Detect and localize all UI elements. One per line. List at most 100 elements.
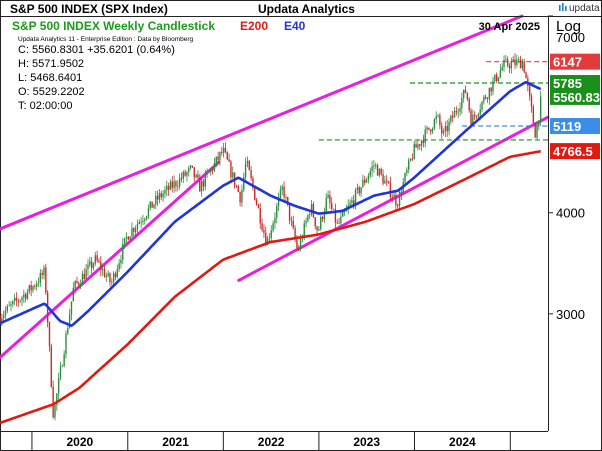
scale-label: Log: [556, 18, 581, 35]
candle-body-up: [343, 211, 346, 213]
candle-body-up: [420, 140, 423, 146]
x-tick-label: 2020: [67, 435, 94, 449]
candle-body-up: [32, 286, 34, 291]
candle-body-down: [440, 125, 443, 134]
moving-averages: [0, 80, 542, 425]
candle-body-up: [107, 273, 109, 277]
candle-body-up: [43, 267, 45, 275]
last-close-label: 5560.83: [550, 88, 600, 105]
candle-body-down: [114, 273, 117, 277]
candle-body-up: [497, 77, 500, 81]
level-label-6147-text: 6147: [553, 55, 582, 70]
candle-body-up: [276, 206, 278, 218]
candle-body-up: [462, 89, 465, 98]
trend-channels: [0, 14, 550, 359]
candle-body-up: [6, 305, 9, 311]
level-label-5785: 5785: [550, 75, 600, 92]
candle-body-up: [409, 158, 412, 161]
candle-body-up: [277, 198, 280, 207]
candle-body-up: [85, 269, 87, 279]
candle-body-up: [111, 281, 113, 283]
candle-body-up: [448, 121, 450, 132]
candle-body-up: [516, 59, 518, 66]
candle-body-up: [398, 191, 401, 207]
candle-body-down: [151, 201, 153, 208]
candles: [0, 53, 542, 421]
candle-body-up: [371, 166, 373, 171]
candle-body-up: [145, 216, 148, 219]
candle-body-down: [180, 177, 183, 179]
candle-body-down: [41, 272, 43, 275]
updata-logo-icon: [559, 3, 567, 11]
candle-body-up: [56, 393, 58, 405]
candle-body-down: [255, 200, 258, 205]
candle-body-up: [435, 115, 437, 120]
candle-body-up: [67, 327, 69, 334]
candle-body-up: [153, 204, 155, 208]
candle-body-down: [358, 187, 360, 194]
candle-body-down: [506, 59, 509, 66]
candle-body-up: [512, 59, 514, 62]
candle-body-up: [129, 236, 131, 240]
candle-body-down: [226, 152, 228, 160]
candle-body-down: [76, 281, 78, 283]
candle-body-down: [98, 260, 100, 263]
y-tick-label-top: 7000: [556, 30, 585, 45]
candle-body-up: [408, 160, 410, 170]
candle-body-up: [305, 221, 307, 224]
candle-body-up: [318, 229, 320, 231]
candle-body-up: [79, 284, 82, 286]
candle-body-down: [261, 223, 263, 231]
candle-body-up: [373, 165, 375, 167]
x-tick-marks: [31, 431, 511, 451]
info-open: O: 5529.2202: [18, 86, 85, 98]
level-labels: 6147 5785 5119 5560.83 4766.5: [550, 53, 600, 160]
candle-body-down: [331, 203, 333, 209]
candle-body-up: [210, 168, 212, 173]
candle-body-up: [310, 204, 313, 215]
candle-body-up: [213, 162, 216, 171]
candle-body-down: [495, 74, 498, 81]
candle-body-up: [479, 109, 481, 115]
candle-body-up: [206, 172, 208, 174]
candle-body-up: [483, 96, 485, 102]
legend-ema40: E40: [284, 19, 306, 33]
candle-body-down: [103, 268, 106, 277]
candle-body-up: [365, 179, 368, 183]
candle-body-up: [116, 269, 118, 277]
candle-body-down: [156, 195, 159, 200]
candle-body-up: [12, 300, 14, 305]
candle-body-up: [538, 120, 540, 126]
candle-body-down: [171, 181, 173, 188]
candle-body-up: [4, 310, 7, 316]
candle-body-down: [78, 282, 80, 285]
x-tick-label: 2022: [258, 435, 285, 449]
candle-body-up: [461, 97, 463, 109]
candle-body-down: [184, 171, 186, 176]
candle-body-up: [285, 197, 287, 198]
x-tick-label: 2021: [162, 435, 189, 449]
candle-body-up: [413, 144, 415, 159]
candle-body-up: [375, 165, 377, 166]
level-label-5785-text: 5785: [553, 76, 582, 91]
candle-body-up: [219, 152, 221, 160]
candle-body-up: [120, 259, 122, 264]
candle-body-down: [490, 87, 492, 92]
candle-body-down: [473, 114, 476, 116]
candle-body-down: [15, 297, 18, 301]
candle-body-down: [329, 195, 331, 204]
candle-body-down: [254, 187, 256, 201]
info-time: T: 02:00:00: [18, 100, 72, 112]
candle-body-up: [37, 282, 40, 284]
candle-body-up: [241, 189, 243, 203]
candle-body-down: [446, 125, 448, 132]
candle-body-up: [74, 281, 76, 288]
candle-body-up: [384, 180, 386, 184]
candle-body-up: [299, 239, 302, 250]
candle-body-up: [450, 115, 452, 122]
candle-body-up: [378, 168, 381, 176]
candle-body-up: [1, 318, 3, 323]
candle-body-down: [428, 127, 430, 130]
y-tick-label: 4000: [556, 206, 585, 221]
candle-body-up: [162, 193, 164, 198]
